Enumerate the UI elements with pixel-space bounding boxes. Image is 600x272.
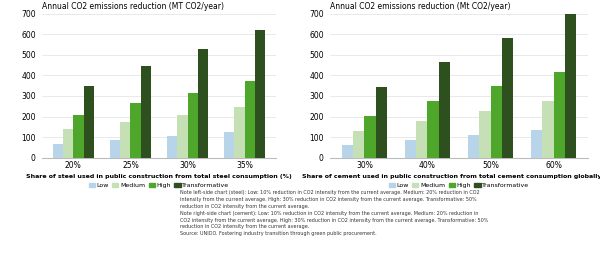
Bar — [167, 136, 177, 158]
Bar — [542, 101, 554, 158]
Bar — [468, 135, 479, 158]
Bar — [353, 131, 364, 158]
Bar — [376, 87, 387, 158]
Bar — [120, 122, 130, 158]
Bar — [416, 121, 427, 158]
Bar — [188, 93, 198, 158]
Bar — [224, 132, 235, 158]
Bar — [531, 130, 542, 158]
Bar — [177, 115, 188, 158]
X-axis label: Share of steel used in public construction from total steel consumption (%): Share of steel used in public constructi… — [26, 174, 292, 179]
Text: Annual CO2 emissions reduction (Mt CO2/year): Annual CO2 emissions reduction (Mt CO2/y… — [330, 2, 511, 11]
Bar — [255, 30, 265, 158]
Text: Annual CO2 emissions reduction (MT CO2/year): Annual CO2 emissions reduction (MT CO2/y… — [42, 2, 224, 11]
Bar — [198, 49, 208, 158]
Bar — [405, 140, 416, 158]
Bar — [73, 115, 83, 158]
Bar — [491, 86, 502, 158]
Bar — [427, 101, 439, 158]
Bar — [141, 66, 151, 158]
Bar — [554, 72, 565, 158]
Bar — [342, 145, 353, 158]
Legend: Low, Medium, High, Transformative: Low, Medium, High, Transformative — [389, 183, 530, 188]
Bar — [63, 129, 73, 158]
Bar — [565, 14, 576, 158]
Text: Note left-side chart (steel): Low: 10% reduction in CO2 intensity from the curre: Note left-side chart (steel): Low: 10% r… — [180, 190, 488, 236]
Bar — [130, 103, 141, 158]
Bar — [53, 144, 63, 158]
Bar — [245, 81, 255, 158]
X-axis label: Share of cement used in public construction from total cement consumption global: Share of cement used in public construct… — [302, 174, 600, 179]
Bar — [502, 38, 513, 158]
Bar — [479, 111, 491, 158]
Bar — [110, 140, 120, 158]
Bar — [83, 86, 94, 158]
Bar — [235, 107, 245, 158]
Bar — [364, 116, 376, 158]
Bar — [439, 62, 450, 158]
Legend: Low, Medium, High, Transformative: Low, Medium, High, Transformative — [89, 183, 229, 188]
